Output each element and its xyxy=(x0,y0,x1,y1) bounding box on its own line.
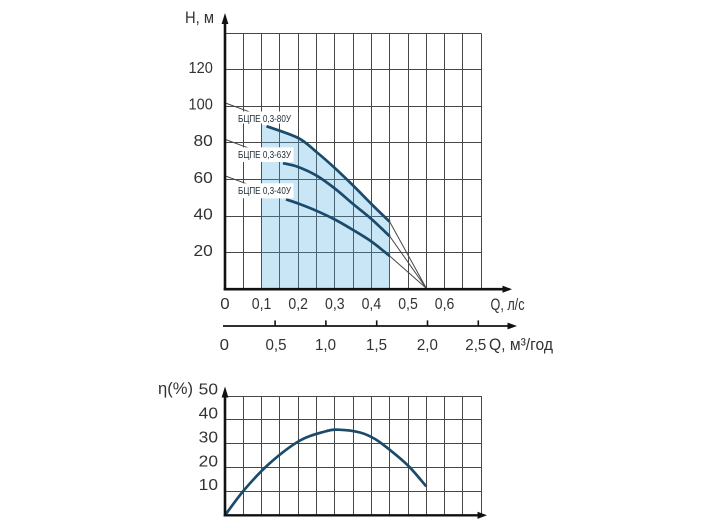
svg-text:0,5: 0,5 xyxy=(398,296,418,313)
svg-text:2,0: 2,0 xyxy=(417,337,438,354)
svg-text:БЦПЕ 0,3-63У: БЦПЕ 0,3-63У xyxy=(238,150,292,161)
svg-text:0,1: 0,1 xyxy=(252,296,272,313)
svg-text:Н, м: Н, м xyxy=(185,9,214,27)
svg-text:10: 10 xyxy=(199,477,219,494)
svg-text:0,2: 0,2 xyxy=(288,296,308,313)
svg-text:0: 0 xyxy=(220,337,230,354)
svg-text:0: 0 xyxy=(220,296,230,313)
svg-text:100: 100 xyxy=(189,97,213,114)
svg-text:120: 120 xyxy=(189,60,213,77)
svg-text:БЦПЕ 0,3-80У: БЦПЕ 0,3-80У xyxy=(238,114,292,125)
svg-text:Q, м³/год: Q, м³/год xyxy=(489,336,553,354)
svg-text:0,6: 0,6 xyxy=(435,296,455,313)
svg-text:80: 80 xyxy=(194,133,214,150)
svg-text:Q, л/с: Q, л/с xyxy=(491,296,525,314)
svg-text:0,4: 0,4 xyxy=(362,296,382,313)
svg-text:40: 40 xyxy=(194,206,214,223)
svg-text:η(%): η(%) xyxy=(158,380,193,398)
svg-text:БЦПЕ 0,3-40У: БЦПЕ 0,3-40У xyxy=(238,186,292,197)
svg-text:2,5: 2,5 xyxy=(465,337,486,354)
svg-text:50: 50 xyxy=(199,382,219,399)
svg-text:40: 40 xyxy=(199,406,219,423)
svg-text:20: 20 xyxy=(199,453,219,470)
svg-text:0,3: 0,3 xyxy=(325,296,345,313)
svg-text:1,5: 1,5 xyxy=(366,337,387,354)
svg-text:20: 20 xyxy=(194,243,214,260)
svg-text:30: 30 xyxy=(199,429,219,446)
svg-text:60: 60 xyxy=(194,170,214,187)
svg-text:0,5: 0,5 xyxy=(266,337,287,354)
svg-text:1,0: 1,0 xyxy=(315,337,336,354)
